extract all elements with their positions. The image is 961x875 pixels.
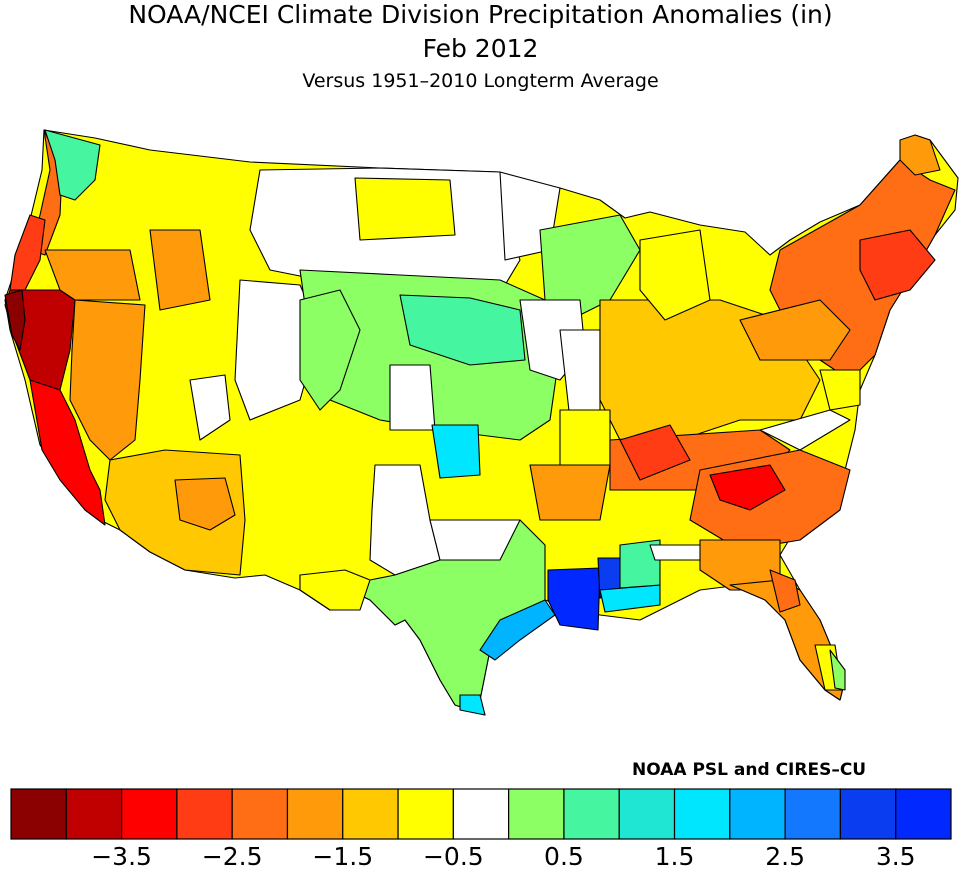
title-line-3: Versus 1951–2010 Longterm Average: [302, 70, 659, 92]
title-line-2: Feb 2012: [422, 34, 539, 63]
legend-tick-label: 0.5: [544, 842, 584, 871]
us-precipitation-map: [4, 129, 959, 716]
region-kansas-white: [389, 364, 436, 431]
region-texas-west: [299, 569, 371, 611]
legend-swatch: [839, 788, 897, 840]
legend-tick-label: 2.5: [765, 842, 805, 871]
region-montana-east: [354, 177, 456, 241]
legend-swatch: [673, 788, 731, 840]
title-line-1: NOAA/NCEI Climate Division Precipitation…: [128, 0, 833, 29]
legend-tick-label: −0.5: [422, 842, 484, 871]
region-kentucky-red: [619, 424, 691, 481]
region-new-england-red: [859, 229, 936, 301]
legend-swatch: [65, 788, 123, 840]
region-arizona-central: [174, 477, 236, 531]
region-arkansas: [529, 464, 611, 521]
legend-swatch: [342, 788, 399, 840]
region-pennsylvania: [739, 299, 851, 361]
region-florida-central: [769, 569, 801, 613]
legend-swatch: [452, 788, 510, 840]
legend-swatch: [231, 788, 289, 840]
region-texas-south: [459, 694, 486, 716]
region-michigan: [639, 229, 711, 321]
legend-tick-label: −2.5: [201, 842, 263, 871]
legend-tick-label: −3.5: [91, 842, 152, 871]
legend-tick-label: 1.5: [654, 842, 695, 871]
region-oklahoma: [431, 424, 481, 479]
legend-swatch: [286, 788, 344, 840]
legend-tick-label: −1.5: [312, 842, 374, 871]
region-washington-cascades: [44, 129, 101, 201]
color-legend: [10, 788, 952, 840]
legend-swatch: [784, 788, 842, 840]
legend-swatch: [563, 788, 620, 840]
region-louisiana: [547, 567, 601, 631]
region-texas-north-white: [429, 519, 521, 561]
region-nevada-white: [189, 374, 231, 441]
legend-swatch: [397, 788, 454, 840]
region-nebraska-teal: [399, 294, 526, 366]
region-illinois: [559, 409, 611, 471]
region-georgia-red: [709, 464, 786, 511]
legend-swatch: [618, 788, 676, 840]
region-rockies-white: [234, 279, 321, 421]
region-colorado-green: [299, 289, 361, 411]
legend-swatch: [10, 788, 67, 840]
region-idaho-montana: [149, 229, 211, 311]
legend-tick-label: 3.5: [875, 842, 916, 871]
region-northcoast-california: [4, 289, 26, 351]
region-south-california: [29, 379, 106, 526]
credit-text: NOAA PSL and CIRES–CU: [632, 760, 867, 780]
region-oregon-interior: [44, 249, 141, 301]
region-texas-coast: [479, 599, 556, 661]
region-florida-east: [829, 649, 846, 691]
legend-swatch: [176, 788, 233, 840]
region-maine: [899, 134, 941, 176]
region-virginia-white: [759, 409, 851, 451]
region-alabama: [619, 539, 661, 589]
legend-swatch: [508, 788, 565, 840]
legend-swatch: [120, 788, 178, 840]
legend-swatch: [895, 788, 952, 840]
region-delmarva: [819, 369, 861, 411]
legend-swatch: [729, 788, 786, 840]
